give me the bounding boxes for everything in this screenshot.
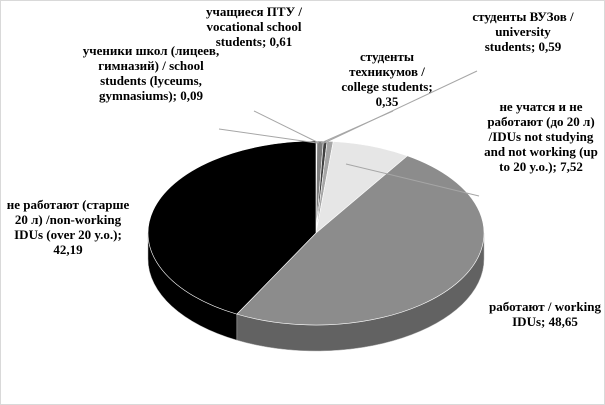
category-label: студенты техникумов / college students; (341, 49, 433, 94)
value-label: 7,52 (560, 159, 583, 174)
value-label: 0,09 (180, 88, 203, 103)
data-label: не учатся и не работают (до 20 л) /IDUs … (479, 99, 603, 174)
value-label: 0,59 (538, 39, 562, 54)
data-label: студенты ВУЗов / university students; 0,… (471, 9, 575, 54)
value-label: 0,35 (375, 94, 399, 109)
slice (236, 155, 485, 326)
leader-line (253, 110, 320, 144)
data-label: учащиеся ПТУ / vocational school student… (206, 4, 302, 49)
value-label: 42,19 (53, 242, 83, 257)
leader-line (345, 163, 480, 197)
leader-line (323, 70, 478, 144)
category-label: не учатся и не работают (до 20 л) /IDUs … (484, 99, 598, 174)
data-label: работают / working IDUs; 48,65 (489, 299, 601, 329)
data-label: ученики школ (лицеев, гимназий) / school… (76, 43, 226, 103)
data-label: не работают (старше 20 л) /non-working I… (4, 197, 132, 257)
slice (147, 140, 317, 315)
value-label: 0,61 (269, 34, 293, 49)
category-label: не работают (старше 20 л) /non-working I… (6, 197, 130, 242)
category-label: студенты ВУЗов / university students; (472, 9, 574, 54)
value-label: 48,65 (548, 314, 578, 329)
leader-line (218, 128, 318, 144)
data-label: студенты техникумов / college students; … (331, 49, 443, 109)
category-label: ученики школ (лицеев, гимназий) / school… (82, 43, 220, 103)
category-label: учащиеся ПТУ / vocational school student… (206, 4, 302, 49)
category-label: работают / working IDUs; (489, 299, 601, 329)
